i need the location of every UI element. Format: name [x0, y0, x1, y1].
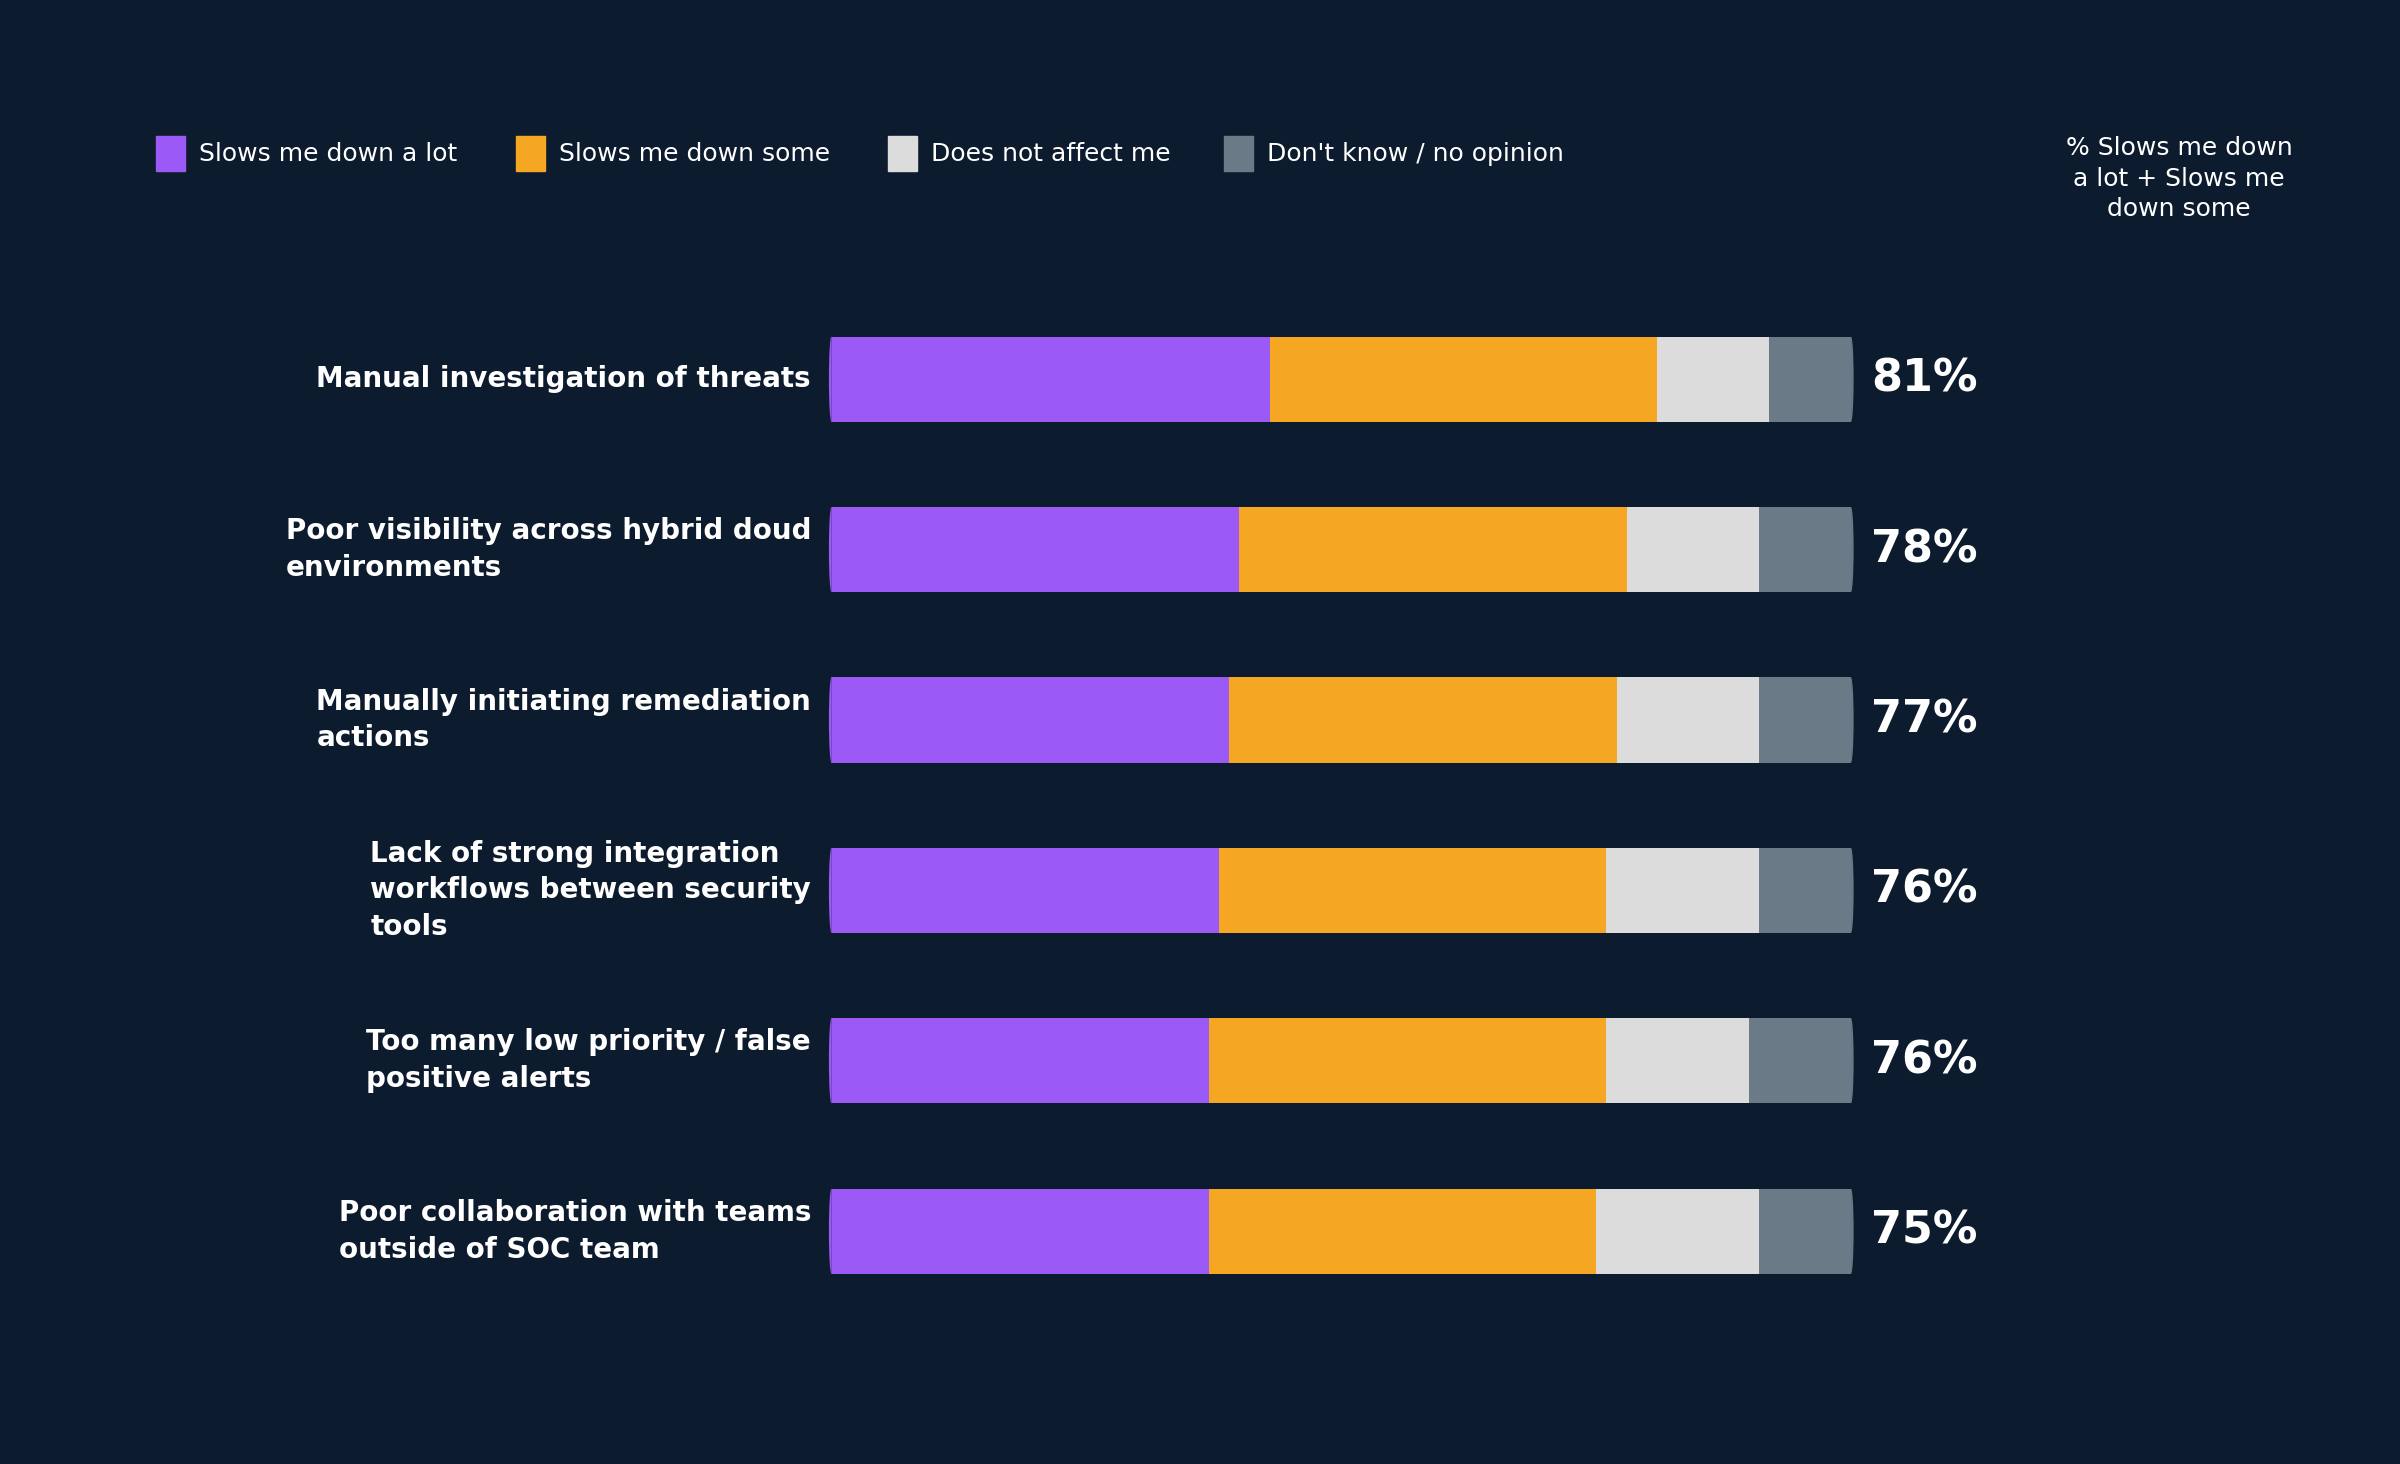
Wedge shape [1850, 1019, 1853, 1104]
Bar [830, 848, 1219, 933]
Text: Manual investigation of threats: Manual investigation of threats [317, 365, 811, 394]
Bar [830, 1189, 1210, 1274]
Wedge shape [828, 507, 830, 591]
Bar [830, 678, 1229, 763]
Text: 76%: 76% [1872, 870, 1978, 912]
Wedge shape [828, 337, 830, 422]
Bar [1750, 1019, 1850, 1104]
Wedge shape [1850, 678, 1853, 763]
Bar [1229, 678, 1618, 763]
Bar [1596, 1189, 1759, 1274]
Wedge shape [1850, 1189, 1853, 1274]
Text: 77%: 77% [1872, 698, 1978, 741]
Text: Too many low priority / false
positive alerts: Too many low priority / false positive a… [367, 1028, 811, 1094]
Wedge shape [828, 1019, 830, 1104]
Text: Don't know / no opinion: Don't know / no opinion [1267, 142, 1565, 165]
Bar [1238, 507, 1627, 591]
Bar [1658, 337, 1769, 422]
Bar [1759, 678, 1850, 763]
Wedge shape [828, 1189, 830, 1274]
Bar [1759, 848, 1850, 933]
Wedge shape [1850, 1189, 1853, 1274]
Bar [1618, 678, 1759, 763]
Wedge shape [1850, 337, 1853, 422]
Bar [1219, 848, 1606, 933]
Text: Slows me down some: Slows me down some [559, 142, 830, 165]
Text: 76%: 76% [1872, 1039, 1978, 1082]
Bar [1769, 337, 1850, 422]
Text: Lack of strong integration
workflows between security
tools: Lack of strong integration workflows bet… [370, 840, 811, 941]
Text: Does not affect me: Does not affect me [931, 142, 1171, 165]
Text: % Slows me down
a lot + Slows me
down some: % Slows me down a lot + Slows me down so… [2066, 136, 2292, 221]
Text: Slows me down a lot: Slows me down a lot [199, 142, 458, 165]
Wedge shape [1850, 507, 1853, 591]
Text: 81%: 81% [1872, 357, 1978, 401]
Text: Poor collaboration with teams
outside of SOC team: Poor collaboration with teams outside of… [338, 1199, 811, 1263]
Wedge shape [828, 1189, 830, 1274]
Wedge shape [1850, 507, 1853, 591]
Wedge shape [1850, 678, 1853, 763]
Wedge shape [828, 337, 830, 422]
Bar [1210, 1189, 1596, 1274]
Bar [1606, 848, 1759, 933]
Bar [1627, 507, 1759, 591]
Wedge shape [828, 678, 830, 763]
Wedge shape [1850, 848, 1853, 933]
Bar [1759, 1189, 1850, 1274]
Bar [830, 507, 1238, 591]
Wedge shape [828, 848, 830, 933]
Text: Poor visibility across hybrid doud
environments: Poor visibility across hybrid doud envir… [286, 517, 811, 583]
Bar [830, 337, 1270, 422]
Bar [830, 1019, 1210, 1104]
Wedge shape [828, 507, 830, 591]
Wedge shape [1850, 1019, 1853, 1104]
Text: 75%: 75% [1872, 1209, 1978, 1253]
Text: Manually initiating remediation
actions: Manually initiating remediation actions [317, 688, 811, 752]
Bar [1270, 337, 1658, 422]
Bar [1606, 1019, 1750, 1104]
Text: 78%: 78% [1872, 529, 1978, 571]
Wedge shape [828, 848, 830, 933]
Wedge shape [1850, 848, 1853, 933]
Wedge shape [828, 678, 830, 763]
Bar [1210, 1019, 1606, 1104]
Wedge shape [828, 1019, 830, 1104]
Bar [1759, 507, 1850, 591]
Wedge shape [1850, 337, 1853, 422]
